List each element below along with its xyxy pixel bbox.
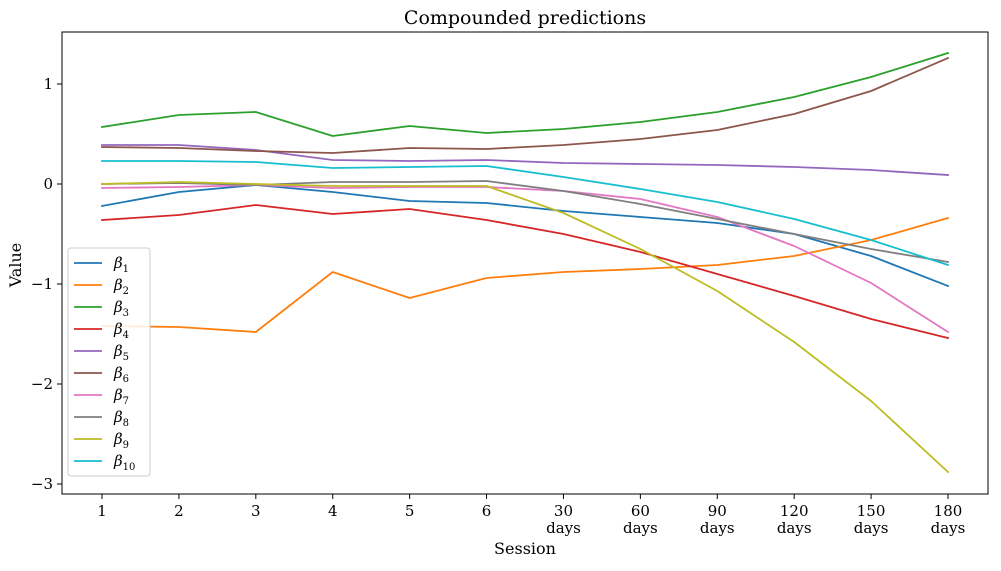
- series-line-beta-2: [101, 216, 950, 333]
- x-tick-label: 30 days: [546, 502, 581, 537]
- legend-label-beta-10: β10: [113, 452, 135, 473]
- x-tick-label: 6: [482, 502, 492, 520]
- y-tick-label: 1: [43, 75, 53, 93]
- legend-label-beta-4: β4: [113, 320, 129, 341]
- x-tick-label: 180 days: [931, 502, 966, 537]
- series-line-beta-4: [101, 204, 950, 340]
- legend-label-beta-3: β3: [113, 298, 129, 319]
- legend-label-beta-7: β7: [113, 386, 129, 407]
- x-tick-label: 150 days: [854, 502, 889, 537]
- legend-label-beta-2: β2: [113, 276, 129, 297]
- x-axis-label: Session: [494, 539, 556, 558]
- y-tick-label: −2: [31, 375, 53, 393]
- x-tick-label: 2: [174, 502, 184, 520]
- legend-label-beta-6: β6: [113, 364, 129, 385]
- x-tick-label: 1: [97, 502, 107, 520]
- x-tick-label: 120 days: [777, 502, 812, 537]
- y-tick-label: −1: [31, 275, 53, 293]
- x-tick-label: 4: [328, 502, 338, 520]
- legend-label-beta-1: β1: [113, 254, 129, 275]
- chart-title: Compounded predictions: [404, 7, 646, 29]
- y-tick-label: 0: [43, 175, 53, 193]
- legend-label-beta-8: β8: [113, 408, 129, 429]
- legend-label-beta-9: β9: [113, 430, 129, 451]
- series-layer: [100, 51, 950, 474]
- series-line-beta-9: [101, 181, 950, 474]
- legend-box: [67, 247, 151, 477]
- legend-label-beta-5: β5: [113, 342, 129, 363]
- series-line-beta-10: [101, 160, 950, 267]
- series-line-beta-8: [101, 180, 950, 264]
- series-line-beta-5: [101, 144, 949, 176]
- x-tick-label: 3: [251, 502, 261, 520]
- x-tick-label: 5: [405, 502, 415, 520]
- y-axis-label: Value: [6, 243, 25, 289]
- y-tick-label: −3: [31, 475, 53, 493]
- x-tick-label: 90 days: [700, 502, 735, 537]
- series-line-beta-6: [101, 56, 950, 154]
- axes-layer: 1 0 −1 −2 −3 1 2 3 4 5 6 30 days 60 days 90 days 120 days 1…: [31, 31, 989, 537]
- plot-frame: [61, 31, 989, 495]
- x-tick-label: 60 days: [623, 502, 658, 537]
- series-line-beta-3: [100, 51, 950, 137]
